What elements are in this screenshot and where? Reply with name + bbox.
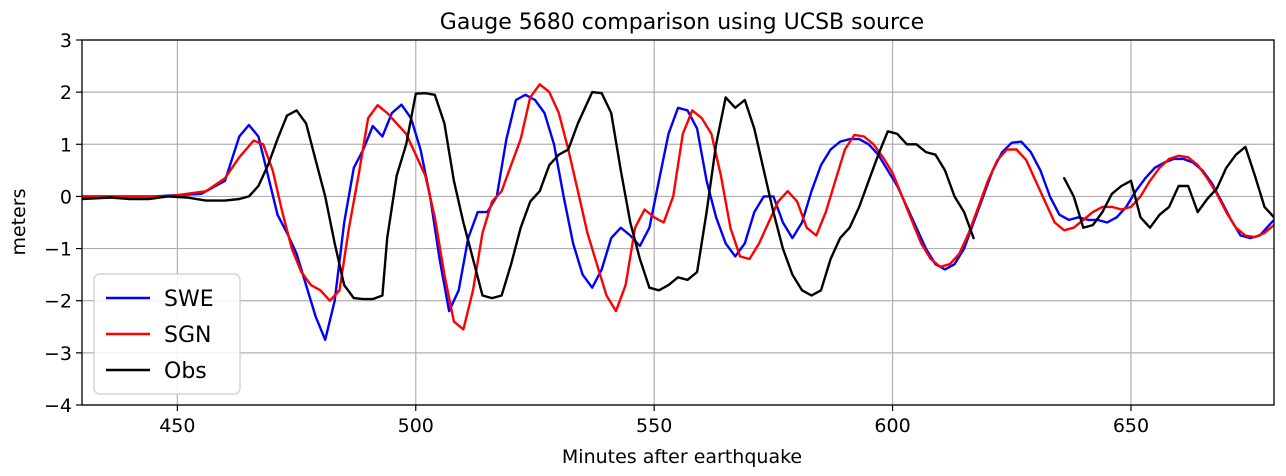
x-tick-label: 450 — [159, 415, 195, 437]
plot-frame — [81, 39, 1275, 406]
series-layer — [82, 83, 1274, 341]
y-tick-label: −4 — [44, 395, 72, 417]
y-tick-label: 0 — [60, 186, 72, 208]
legend: SWE SGN Obs — [93, 273, 241, 395]
legend-box — [93, 273, 241, 395]
x-tick-label: 600 — [874, 415, 910, 437]
legend-label: Obs — [164, 359, 207, 384]
series-line-obs — [82, 90, 975, 301]
x-tick-label: 500 — [398, 415, 434, 437]
y-tick-label: −2 — [44, 291, 72, 313]
y-tick-label: 2 — [60, 82, 72, 104]
x-axis-label: Minutes after earthquake — [562, 446, 802, 468]
y-axis-label: meters — [8, 188, 30, 255]
series-line-obs — [1062, 145, 1274, 229]
legend-label: SGN — [164, 323, 211, 348]
y-tick-label: −3 — [44, 343, 72, 365]
y-tick-label: −1 — [44, 239, 72, 261]
y-tick-label: 3 — [60, 30, 72, 52]
legend-label: SWE — [164, 287, 214, 312]
x-tick-label: 650 — [1113, 415, 1149, 437]
series-line-sgn — [82, 83, 1274, 331]
x-tick-label: 550 — [636, 415, 672, 437]
chart-title: Gauge 5680 comparison using UCSB source — [440, 10, 924, 35]
y-tick-label: 1 — [60, 134, 72, 156]
series-line-swe — [82, 93, 1274, 341]
ticks: 450 500 550 600 650 −4 −3 −2 −1 0 1 2 3 — [44, 30, 1149, 437]
